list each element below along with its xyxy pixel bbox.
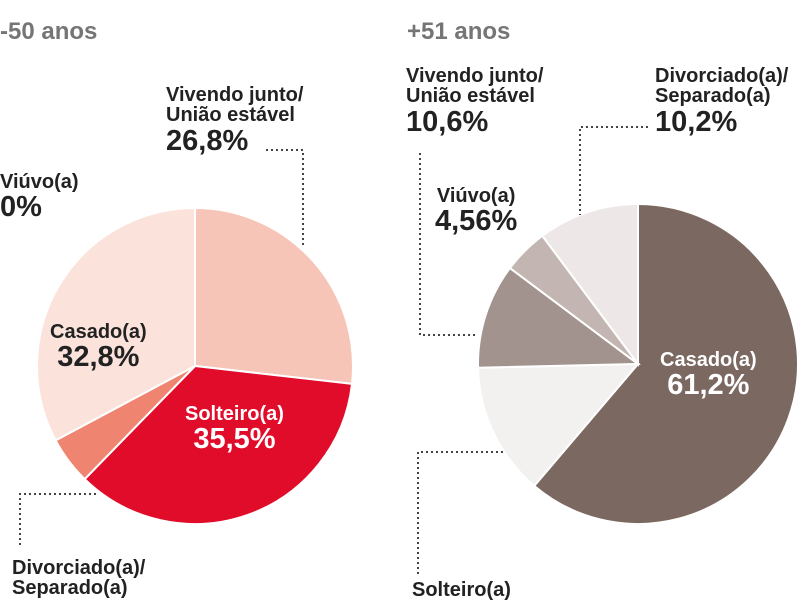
label-divorciado-right: Divorciado(a)/ Separado(a) 10,2% [655,66,788,137]
label-vivendo-right: Vivendo junto/ União estável 10,6% [406,66,543,137]
leader-lines [19,126,648,575]
leader-divorciado-left [19,493,96,548]
label-solteiro-right: Solteiro(a) [412,579,511,601]
pie-slice-under-50-casado-a [36,206,196,442]
label-name: Solteiro(a) [412,579,511,601]
leader-divorciado-right [579,126,648,215]
pie-slice-under-50-vivendo-junto [194,206,354,385]
label-name: Solteiro(a) [185,403,284,425]
pie-slice-over-51-casado-a [532,202,799,525]
leader-vivendo-right [419,153,475,336]
leader-solteiro-right [417,451,503,575]
label-name: Separado(a) [12,577,128,600]
label-vivendo-left: Vivendo junto/ União estável 26,8% [166,85,303,156]
label-value: 4,56% [435,205,518,238]
label-casado-right: Casado(a) 61,2% [660,350,757,401]
label-casado-left: Casado(a) 32,8% [50,322,147,373]
pie-slice-over-51-solteiro-a [477,362,641,488]
label-name: Vivendo junto/ [406,65,544,87]
pie-under-50 [36,206,354,525]
label-name: União estável [166,104,295,127]
label-divorciado-left: Divorciado(a)/ Separado(a) [12,558,145,599]
label-value: 10,6% [406,105,489,138]
label-value: 10,2% [655,105,738,138]
label-name: Divorciado(a)/ [12,557,146,579]
label-value: 0% [0,191,42,224]
label-name: Vivendo junto/ [166,84,304,106]
pie-slice-over-51-vivendo-junto [477,266,641,369]
label-name: Casado(a) [50,321,147,343]
label-value: 61,2% [667,369,750,402]
label-name: Divorciado(a)/ [655,65,789,87]
label-value: 35,5% [193,423,276,456]
right-chart-title: +51 anos [407,18,511,45]
label-name: Separado(a) [655,85,771,108]
leader-vivendo-left [266,149,304,246]
label-value: 32,8% [57,341,140,374]
label-solteiro-left: Solteiro(a) 35,5% [185,404,284,455]
label-name: Casado(a) [660,349,757,371]
left-chart-title: -50 anos [0,18,98,45]
label-value: 26,8% [166,124,249,157]
label-name: Viúvo(a) [436,185,516,207]
pie-over-51 [477,202,799,525]
pie-slice-over-51-divorciado-a [540,202,639,368]
label-name: União estável [406,85,535,108]
pie-slice-under-50-solteiro-a [83,364,354,525]
label-name: Viúvo(a) [0,171,79,193]
label-viuvo-right: Viúvo(a) 4,56% [435,186,517,237]
label-viuvo-left: Viúvo(a) 0% [0,172,79,223]
